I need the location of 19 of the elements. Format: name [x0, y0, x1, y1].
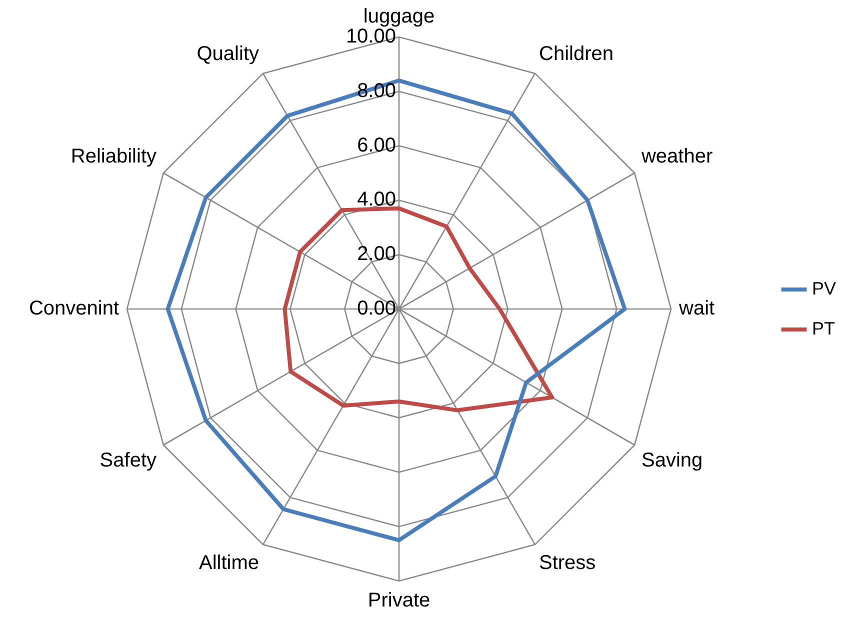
spoke-label: Alltime [198, 552, 259, 574]
y-tick-label: 4.00 [357, 188, 396, 211]
spoke-label: Convenint [28, 298, 120, 320]
legend-label: PT [812, 318, 836, 338]
spoke-label: weather [640, 146, 713, 168]
spoke-label: Safety [100, 450, 157, 472]
y-tick-label: 2.00 [357, 243, 396, 266]
spoke-label: luggage [363, 6, 435, 28]
spoke-label: wait [678, 298, 716, 320]
spoke-label: Reliability [70, 146, 157, 168]
spoke-label: Children [539, 43, 614, 66]
y-tick-label: 10.00 [346, 26, 396, 48]
spoke-label: Saving [641, 450, 703, 472]
spoke-label: Stress [539, 552, 596, 574]
y-tick-label: 6.00 [357, 134, 396, 156]
y-tick-label: 0.00 [357, 298, 396, 320]
spoke-label: Private [368, 590, 430, 612]
spoke-label: Quality [196, 43, 259, 66]
legend-label: PV [812, 278, 836, 298]
